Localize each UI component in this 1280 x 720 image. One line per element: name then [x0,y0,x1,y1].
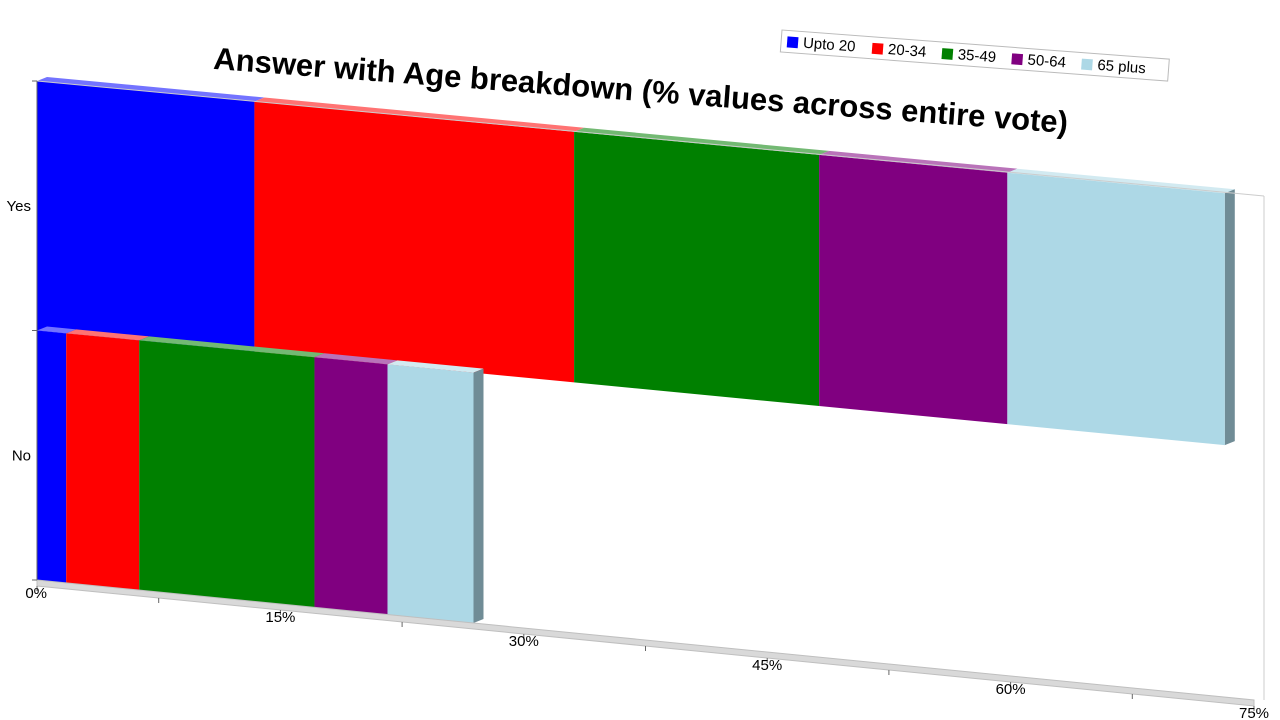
bar-top-yes-50-64 [819,150,1018,173]
y-tick-label-no: No [12,447,31,464]
legend-label-upto-20[interactable]: Upto 20 [802,35,856,56]
legend-swatch-20-34[interactable] [871,42,884,55]
bar-yes-50-64 [819,154,1008,425]
x-axis-floor [36,579,1255,707]
legend-swatch-upto-20[interactable] [786,36,799,49]
bar-no-50-64 [314,357,388,615]
bar-yes-20-34 [254,101,575,383]
bar-yes-65-plus [1007,172,1225,446]
bar-top-yes-upto-20 [37,77,265,102]
bar-end-yes [1224,189,1235,446]
bar-no-65-plus [387,364,474,624]
plot-top-edge [36,80,1265,197]
x-tick-label-60: 60% [996,681,1026,698]
y-tick-label-yes: Yes [7,198,31,215]
x-tick-label-0: 0% [25,585,47,602]
bar-no-35-49 [139,340,315,608]
bar-top-no-50-64 [314,353,398,365]
x-tick-label-45: 45% [752,657,782,674]
bar-no-20-34 [66,333,140,591]
x-tick-label-75: 75% [1239,705,1269,720]
legend-label-65-plus[interactable]: 65 plus [1097,57,1147,78]
bar-yes-35-49 [574,131,820,407]
x-tick-label-15: 15% [265,609,295,626]
bar-top-no-35-49 [139,336,325,358]
bar-top-yes-35-49 [574,127,830,155]
legend-swatch-50-64[interactable] [1011,53,1024,66]
bar-top-no-65-plus [387,360,484,373]
legend-box [779,29,1170,82]
bar-end-no [473,368,484,624]
legend-swatch-35-49[interactable] [941,48,954,60]
legend-swatch-65-plus[interactable] [1081,58,1093,71]
legend-label-50-64[interactable]: 50-64 [1027,52,1067,72]
bar-yes-upto-20 [37,81,255,352]
bar-no-upto-20 [37,330,67,583]
plot-area [37,77,1235,624]
bar-top-no-20-34 [66,329,150,341]
bar-top-yes-20-34 [254,97,585,132]
bar-top-yes-65-plus [1007,168,1235,194]
legend-label-35-49[interactable]: 35-49 [957,46,997,66]
axes: Yes No 0% 15% 30% 45% 60% 75% [7,80,1269,720]
bar-top-no-upto-20 [37,326,77,334]
x-tick-label-30: 30% [509,633,539,650]
legend[interactable]: Upto 20 20-34 35-49 50-64 65 plus [779,29,1170,82]
legend-label-20-34[interactable]: 20-34 [887,41,927,61]
